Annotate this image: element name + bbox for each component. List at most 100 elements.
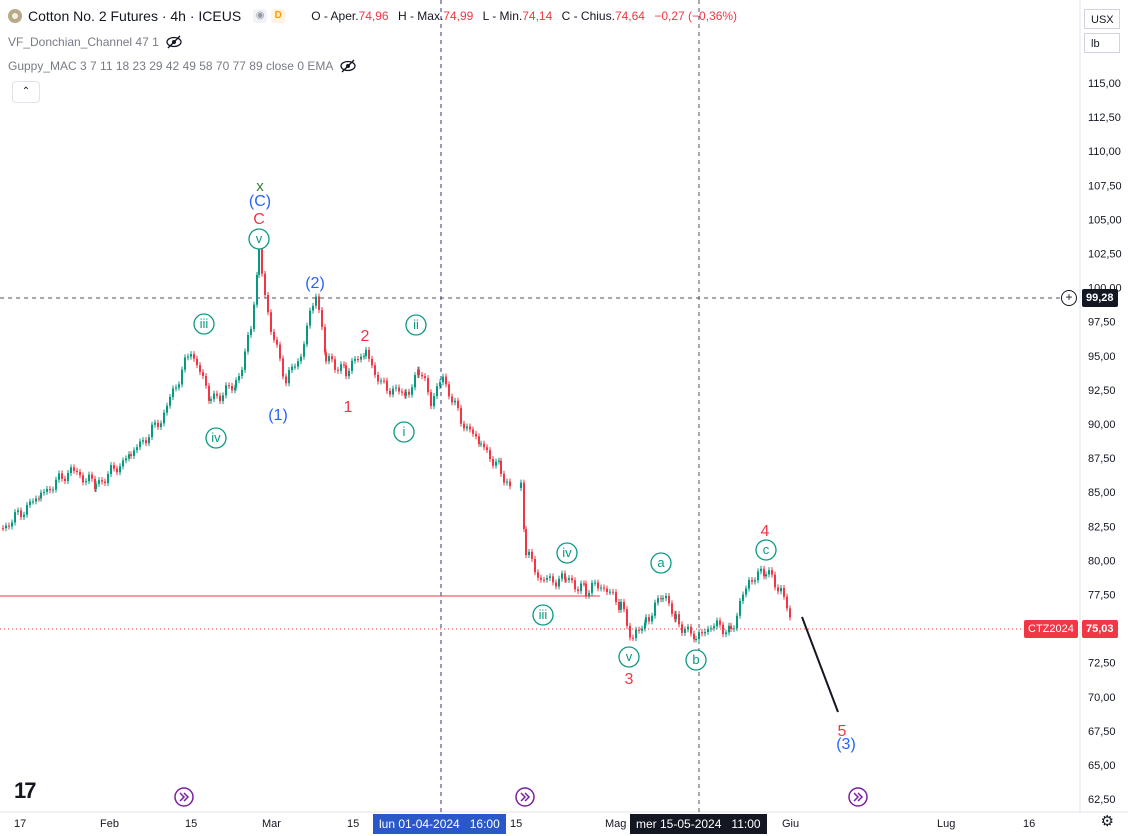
candle-body [328, 356, 330, 362]
currency-selector[interactable]: USX [1084, 9, 1120, 29]
wave-circled-b-circle[interactable] [685, 649, 707, 671]
eye-crossed-icon[interactable] [339, 59, 357, 73]
wave-blue-label[interactable]: (1) [268, 407, 288, 424]
candle-body [300, 356, 302, 362]
symbol-title[interactable]: Cotton No. 2 Futures · 4h · ICEUS [28, 8, 242, 24]
wave-circled-v[interactable]: v [626, 649, 633, 664]
candle-body [472, 429, 474, 434]
candle-body [163, 412, 165, 424]
candle-body [730, 625, 732, 629]
wave-red-label[interactable]: 1 [344, 399, 353, 416]
wave-circled-c-circle[interactable] [755, 539, 777, 561]
wave-circled-v-circle[interactable] [618, 646, 640, 668]
wave-red-label[interactable]: 3 [625, 671, 634, 688]
wave-circled-ii-circle[interactable] [405, 314, 427, 336]
indicator-legend-donchian[interactable]: VF_Donchian_Channel 47 1 [8, 35, 183, 49]
eye-icon[interactable]: ◉ [253, 9, 268, 23]
wave-circled-iii[interactable]: iii [200, 316, 209, 331]
candle-body [148, 437, 150, 444]
jump-arrow-icon[interactable] [515, 787, 535, 807]
candle-body [789, 608, 791, 618]
wave-x-label[interactable]: x [256, 178, 264, 195]
wave-circled-iv[interactable]: iv [211, 430, 221, 445]
candle-body [231, 385, 233, 391]
jump-arrow-icon[interactable] [174, 787, 194, 807]
candle-body [351, 360, 353, 371]
wave-circled-iii[interactable]: iii [539, 607, 548, 622]
wave-circled-iv-circle[interactable] [556, 542, 578, 564]
wave-red-label[interactable]: 2 [361, 328, 370, 345]
wave-blue-label[interactable]: (3) [836, 736, 856, 753]
wave-circled-iv[interactable]: iv [562, 545, 572, 560]
candle-body [503, 473, 505, 483]
candle-body [555, 582, 557, 587]
tradingview-logo-icon[interactable]: 17 [14, 778, 37, 803]
wave-circled-iii-circle[interactable] [532, 604, 554, 626]
gear-icon[interactable]: ⚙ [1100, 813, 1114, 830]
indicator-label[interactable]: VF_Donchian_Channel 47 1 [8, 35, 159, 49]
candle-body [675, 614, 677, 620]
candle-body [612, 591, 614, 593]
wave-circled-iv-circle[interactable] [205, 427, 227, 449]
collapse-legend-button[interactable]: ⌃ [12, 81, 40, 103]
wave-C-label[interactable]: C [253, 211, 265, 228]
wave-circled-a[interactable]: a [657, 555, 665, 570]
candle-body [193, 354, 195, 359]
candle-body [577, 589, 579, 592]
symbol-legend[interactable]: Cotton No. 2 Futures · 4h · ICEUS ◉ D O … [8, 8, 743, 24]
candle-body [742, 594, 744, 601]
candle-body [43, 491, 45, 493]
wave-circled-a-circle[interactable] [650, 552, 672, 574]
candle-body [710, 628, 712, 630]
wave-circled-i-circle[interactable] [393, 421, 415, 443]
eye-crossed-icon[interactable] [165, 35, 183, 49]
candle-body [187, 356, 189, 358]
indicator-legend-guppy[interactable]: Guppy_MAC 3 7 11 18 23 29 42 49 58 70 77… [8, 59, 357, 73]
wave-circled-iii-circle[interactable] [193, 313, 215, 335]
wave-red-label[interactable]: 5 [838, 723, 847, 740]
wave-C-paren-label[interactable]: (C) [249, 193, 271, 210]
wave-circled-c[interactable]: c [763, 542, 770, 557]
indicator-label[interactable]: Guppy_MAC 3 7 11 18 23 29 42 49 58 70 77… [8, 59, 334, 73]
candle-body [765, 574, 767, 577]
wave-circled-v-circle[interactable] [248, 228, 270, 250]
candle-body [49, 488, 51, 491]
wave-blue-label[interactable]: (2) [305, 275, 325, 292]
candle-body [678, 614, 680, 625]
candle-body [424, 376, 426, 379]
candle-body [67, 472, 69, 481]
candle-body [552, 576, 554, 583]
time-axis[interactable]: 17 Feb 15 Mar 15 15 Mag Giu Lug 16 [14, 818, 1035, 830]
candle-body [457, 400, 459, 408]
candle-body [668, 595, 670, 604]
candle-body [383, 380, 385, 382]
crosshair-price-tag: 99,28 [1082, 289, 1118, 307]
wave-circled-b[interactable]: b [692, 652, 699, 667]
candle-body [172, 388, 174, 397]
candle-body [321, 309, 323, 328]
data-delay-badge[interactable]: D [271, 9, 286, 23]
candle-body [671, 603, 673, 614]
add-alert-icon[interactable]: + [1061, 290, 1077, 306]
wave-circled-i[interactable]: i [403, 424, 406, 439]
unit-selector[interactable]: lb [1084, 33, 1120, 53]
candle-body [618, 602, 620, 610]
jump-arrow-icon[interactable] [848, 787, 868, 807]
price-label: 110,00 [1088, 146, 1121, 158]
candle-body [480, 443, 482, 445]
candle-body [128, 454, 130, 459]
price-axis[interactable]: 115,00112,50110,00107,50105,00102,50100,… [1088, 78, 1122, 806]
wave-red-label[interactable]: 4 [761, 523, 770, 540]
candle-body [469, 426, 471, 430]
candle-body [389, 390, 391, 395]
wave-circled-v[interactable]: v [256, 231, 263, 246]
time-label: 15 [347, 818, 359, 830]
projection-line[interactable] [801, 616, 839, 713]
candle-body [411, 387, 413, 395]
candle-body [55, 479, 57, 490]
candle-body [139, 441, 141, 448]
wave-circled-ii[interactable]: ii [413, 317, 419, 332]
